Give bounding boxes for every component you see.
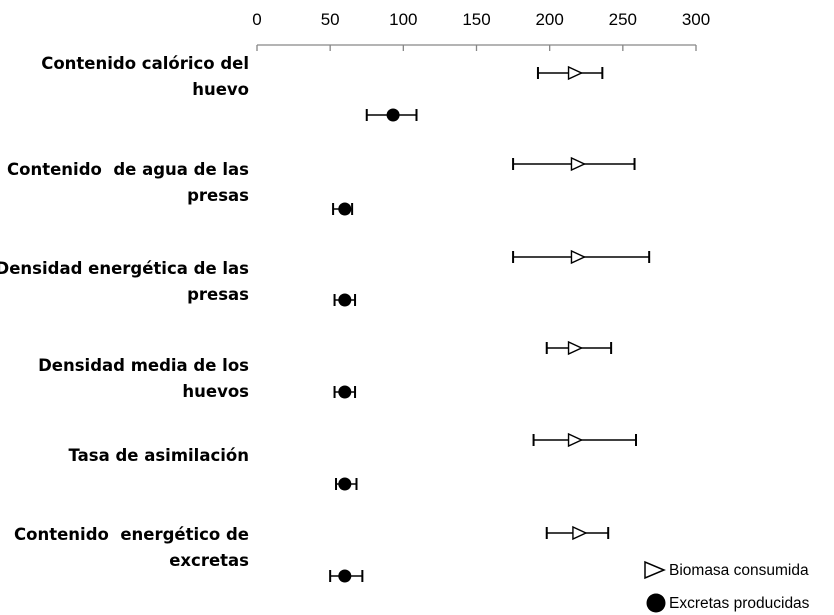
category-label: Tasa de asimilación [69, 446, 249, 465]
legend-triangle-marker [644, 560, 666, 580]
category-labels: Contenido calórico del huevo Contenido de … [0, 54, 249, 570]
excretas-point [338, 293, 352, 307]
x-tick-label: 300 [682, 10, 710, 29]
biomasa-point [572, 525, 588, 541]
biomasa-point-group [545, 340, 613, 356]
legend-circle-marker [646, 593, 666, 613]
excretas-point-group [329, 569, 364, 583]
biomasa-point [567, 340, 584, 356]
x-tick-label: 0 [252, 10, 261, 29]
excretas-point-group [332, 202, 354, 216]
biomasa-point [570, 156, 587, 172]
biomasa-point-group [512, 249, 651, 265]
excretas-point-group [333, 293, 357, 307]
category-label: huevo [192, 80, 249, 99]
excretas-point-group [335, 477, 358, 491]
excretas-point [338, 569, 352, 583]
biomasa-point-group [512, 156, 636, 172]
x-tick-label: 150 [462, 10, 490, 29]
category-label: excretas [169, 551, 249, 570]
category-label: presas [187, 285, 249, 304]
category-label: Densidad energética de las [0, 259, 249, 278]
x-axis: 0 50 100 150 200 250 300 [252, 10, 710, 51]
x-tick-label: 50 [321, 10, 340, 29]
excretas-point [338, 385, 352, 399]
category-label: presas [187, 186, 249, 205]
biomasa-point-group [536, 65, 604, 81]
category-label: Contenido energético de [14, 525, 249, 544]
category-label: Densidad media de los [38, 356, 249, 375]
category-label: huevos [182, 382, 249, 401]
legend-label-excretas: Excretas producidas [669, 595, 810, 612]
legend: Biomasa consumida Excretas producidas [644, 560, 810, 613]
excretas-point [338, 202, 352, 216]
biomasa-point [567, 432, 584, 448]
excretas-point [338, 477, 352, 491]
legend-label-biomasa: Biomasa consumida [669, 562, 809, 579]
biomasa-point-group [532, 432, 638, 448]
excretas-point-group [365, 108, 418, 122]
excretas-point [386, 108, 400, 122]
x-tick-label: 100 [389, 10, 417, 29]
biomasa-point [567, 65, 584, 81]
biomasa-point-group [545, 525, 610, 541]
x-tick-label: 200 [535, 10, 563, 29]
excretas-point-group [333, 385, 357, 399]
category-label: Contenido calórico del [41, 54, 249, 73]
category-label: Contenido de agua de las [7, 160, 249, 179]
series-marks [329, 65, 651, 583]
biomasa-point [570, 249, 587, 265]
x-tick-label: 250 [609, 10, 637, 29]
